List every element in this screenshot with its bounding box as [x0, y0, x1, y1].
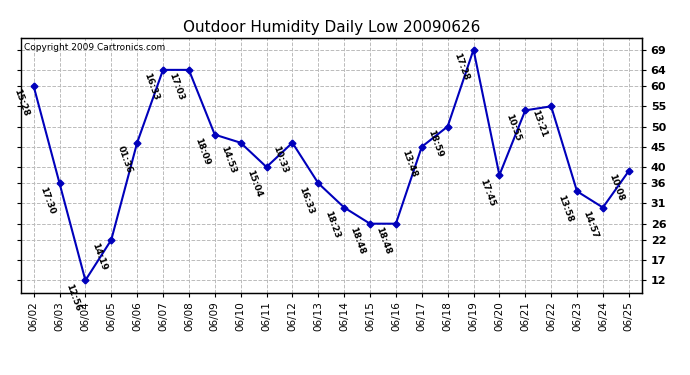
- Text: 10:08: 10:08: [607, 173, 626, 203]
- Text: 13:48: 13:48: [400, 149, 419, 179]
- Text: 01:36: 01:36: [116, 145, 134, 175]
- Text: 17:03: 17:03: [168, 72, 186, 102]
- Text: 18:09: 18:09: [193, 136, 212, 166]
- Text: 14:57: 14:57: [582, 210, 600, 240]
- Text: 14:19: 14:19: [90, 242, 108, 272]
- Text: 17:45: 17:45: [478, 177, 496, 207]
- Text: 18:48: 18:48: [348, 226, 367, 256]
- Text: 17:30: 17:30: [38, 185, 57, 215]
- Title: Outdoor Humidity Daily Low 20090626: Outdoor Humidity Daily Low 20090626: [183, 20, 480, 35]
- Text: 13:21: 13:21: [530, 108, 548, 138]
- Text: 12:56: 12:56: [64, 282, 82, 312]
- Text: 18:48: 18:48: [375, 226, 393, 256]
- Text: 14:53: 14:53: [219, 145, 237, 175]
- Text: 13:58: 13:58: [555, 194, 574, 223]
- Text: 16:33: 16:33: [297, 185, 315, 215]
- Text: 16:33: 16:33: [141, 72, 160, 102]
- Text: 15:04: 15:04: [245, 169, 264, 199]
- Text: 18:59: 18:59: [426, 129, 444, 159]
- Text: 17:28: 17:28: [452, 52, 471, 82]
- Text: 15:28: 15:28: [12, 88, 30, 118]
- Text: Copyright 2009 Cartronics.com: Copyright 2009 Cartronics.com: [23, 43, 165, 52]
- Text: 10:33: 10:33: [271, 145, 289, 175]
- Text: 18:23: 18:23: [323, 210, 341, 240]
- Text: 10:55: 10:55: [504, 112, 522, 142]
